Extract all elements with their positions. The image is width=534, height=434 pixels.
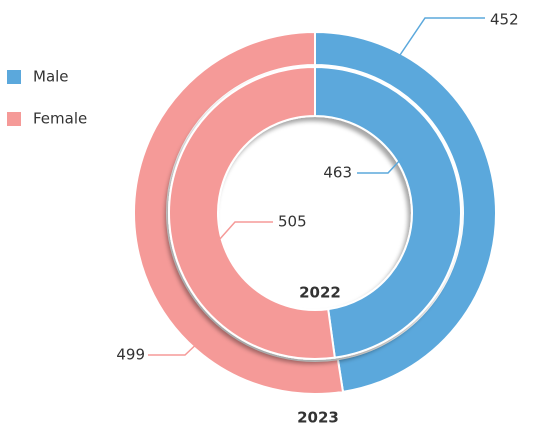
data-label: 499 bbox=[116, 346, 145, 364]
legend-swatch bbox=[7, 112, 21, 126]
donut-slice bbox=[314, 30, 497, 393]
legend-label: Female bbox=[33, 110, 87, 128]
legend-label: Male bbox=[33, 68, 69, 86]
leader-line bbox=[399, 17, 485, 56]
data-label: 505 bbox=[278, 213, 307, 231]
legend-swatch bbox=[7, 70, 21, 84]
data-label: 452 bbox=[490, 11, 519, 29]
data-label: 463 bbox=[323, 164, 352, 182]
leader-line bbox=[218, 221, 273, 241]
ring bbox=[133, 30, 497, 395]
leader-line bbox=[148, 337, 204, 356]
donut-slice bbox=[133, 30, 345, 395]
leader-line bbox=[357, 157, 403, 174]
ring bbox=[168, 65, 463, 360]
donut-slice bbox=[168, 65, 336, 360]
ring-label: 2023 bbox=[297, 409, 339, 427]
ring-label: 2022 bbox=[299, 284, 341, 302]
